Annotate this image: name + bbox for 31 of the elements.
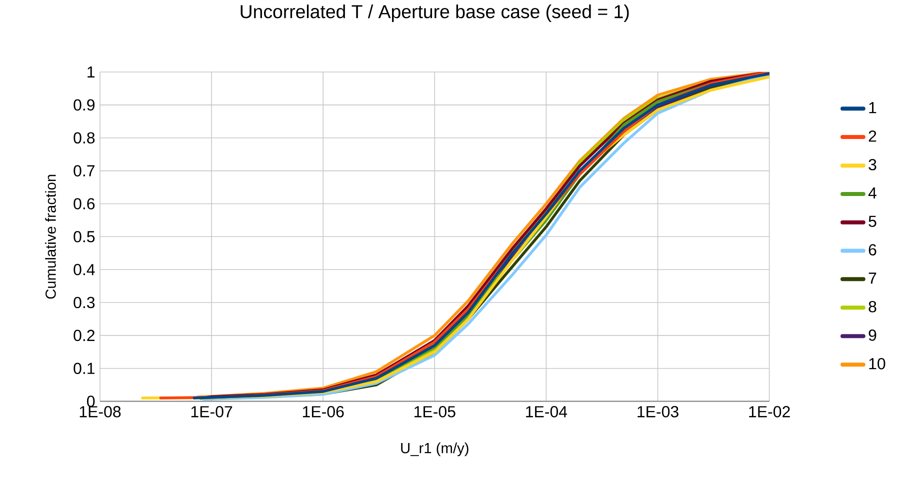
y-axis-title: Cumulative fraction xyxy=(45,174,56,299)
chart-title: Uncorrelated T / Aperture base case (seed = 1) xyxy=(240,4,629,22)
legend-label: 3 xyxy=(868,158,876,170)
y-tick-label: 0.4 xyxy=(74,264,95,276)
y-tick-label: 0.7 xyxy=(74,165,94,176)
y-tick-label: 0.2 xyxy=(74,330,94,342)
x-tick-label: 1E-03 xyxy=(638,406,678,418)
x-tick-label: 1E-06 xyxy=(302,406,344,418)
legend-label: 10 xyxy=(869,358,886,370)
legend-label: 6 xyxy=(868,244,876,256)
y-tick-label: 1 xyxy=(88,66,94,78)
x-tick-label: 1E-02 xyxy=(749,406,790,418)
legend-label: 8 xyxy=(868,301,876,312)
legend-label: 9 xyxy=(868,330,876,341)
y-tick-label: 0.1 xyxy=(74,362,95,374)
x-tick-label: 1E-04 xyxy=(526,406,568,418)
legend-label: 7 xyxy=(868,272,876,284)
legend-label: 1 xyxy=(869,102,876,114)
y-tick-label: 0.8 xyxy=(74,132,95,144)
x-tick-label: 1E-08 xyxy=(80,406,121,418)
y-tick-label: 0 xyxy=(87,396,95,407)
y-tick-label: 0.9 xyxy=(74,99,95,111)
legend-label: 5 xyxy=(868,216,876,227)
legend-label: 2 xyxy=(868,130,876,142)
x-axis-title: U_r1 (m/y) xyxy=(401,442,468,456)
y-tick-label: 0.5 xyxy=(74,230,95,242)
y-tick-label: 0.3 xyxy=(74,296,95,308)
x-tick-label: 1E-07 xyxy=(191,406,232,418)
x-tick-label: 1E-05 xyxy=(414,406,456,418)
legend-label: 4 xyxy=(868,187,876,198)
y-tick-label: 0.6 xyxy=(74,198,95,210)
